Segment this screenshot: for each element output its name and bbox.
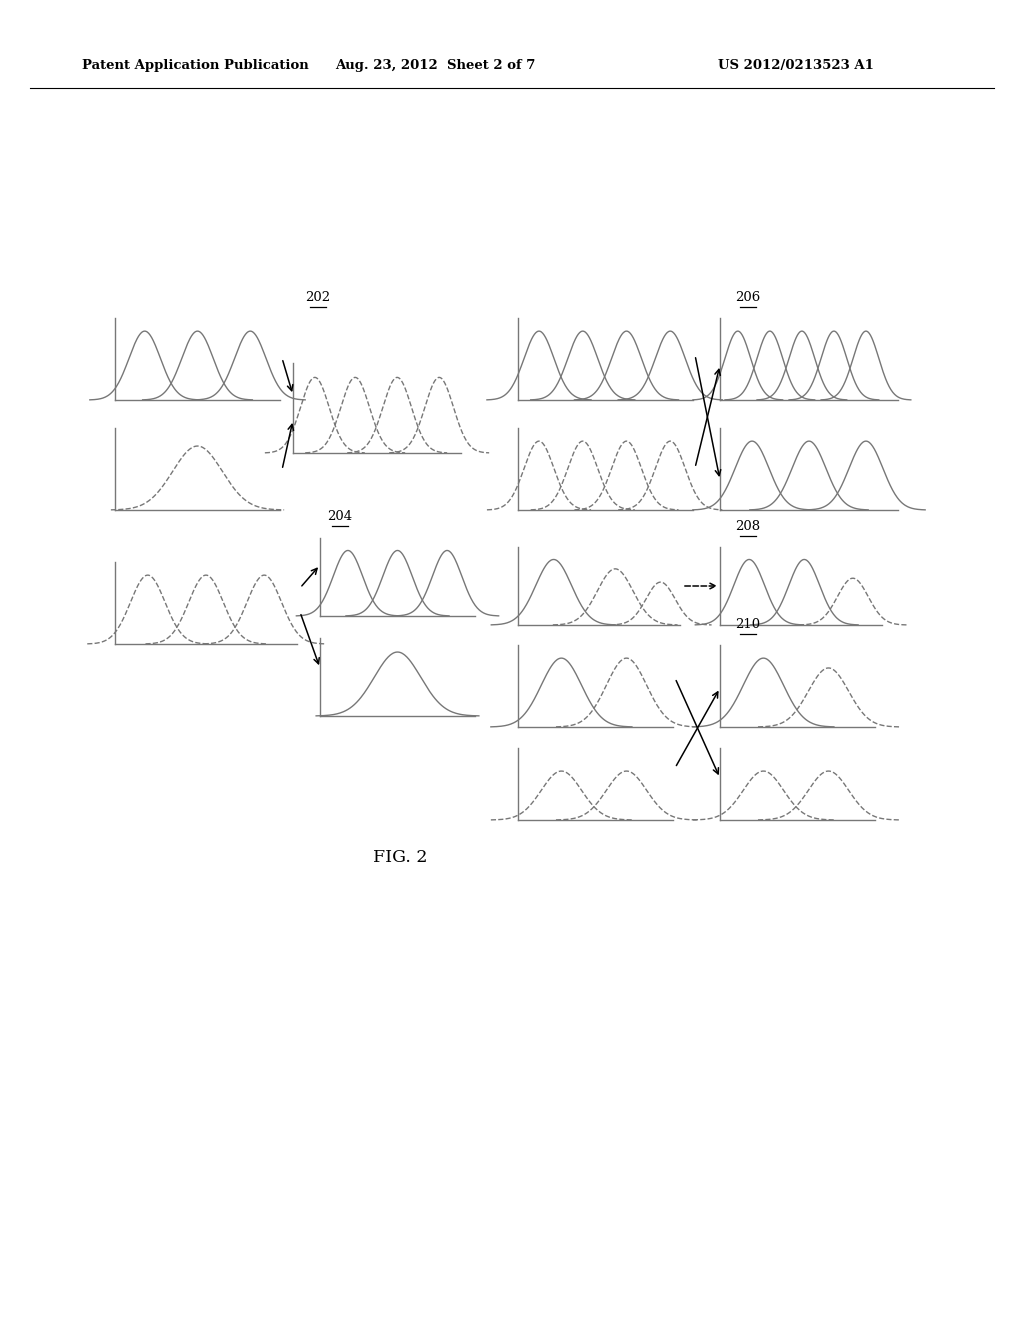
Text: 202: 202 — [305, 290, 331, 304]
Text: 208: 208 — [735, 520, 761, 533]
Text: US 2012/0213523 A1: US 2012/0213523 A1 — [718, 58, 873, 71]
Text: 210: 210 — [735, 618, 761, 631]
Text: 206: 206 — [735, 290, 761, 304]
Text: Patent Application Publication: Patent Application Publication — [82, 58, 309, 71]
Text: Aug. 23, 2012  Sheet 2 of 7: Aug. 23, 2012 Sheet 2 of 7 — [335, 58, 536, 71]
Text: FIG. 2: FIG. 2 — [373, 850, 427, 866]
Text: 204: 204 — [328, 510, 352, 523]
